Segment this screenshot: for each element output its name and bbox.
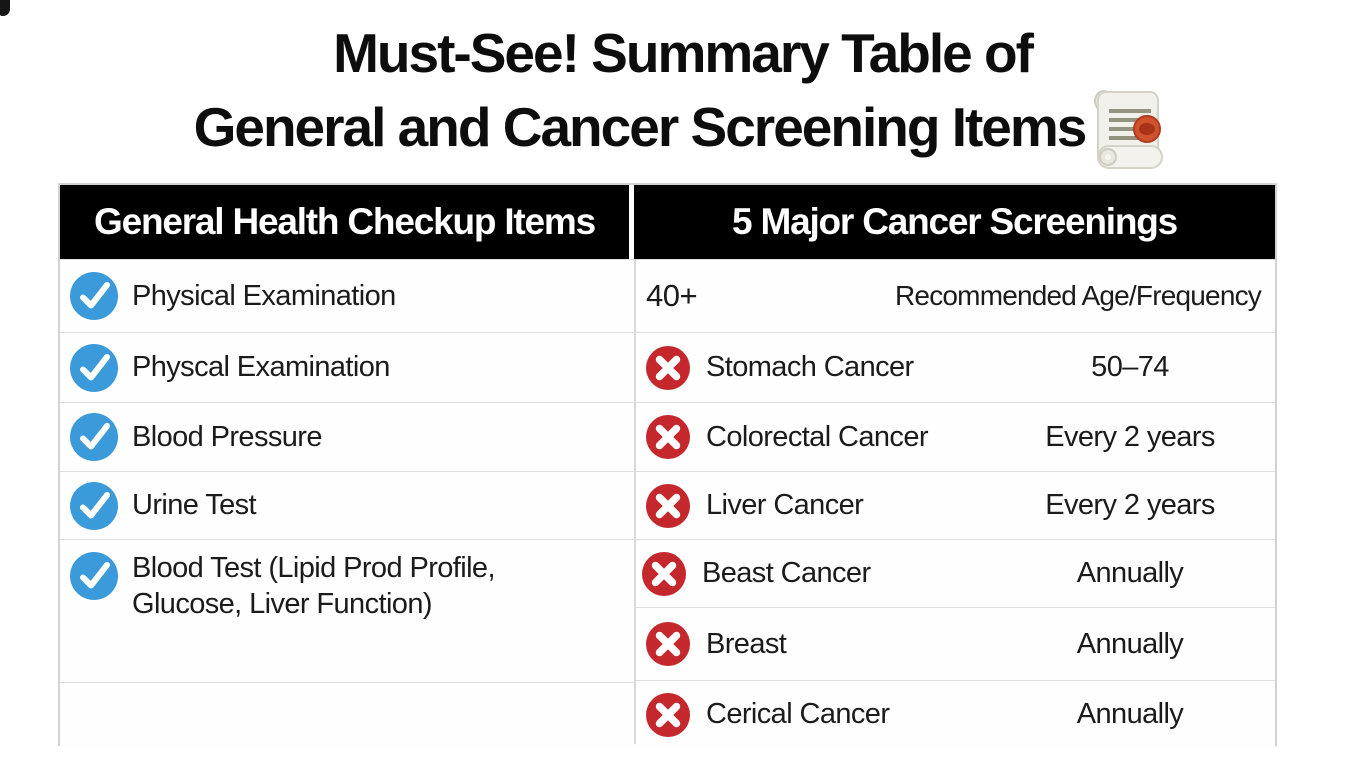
cross-icon — [646, 345, 690, 390]
table-row-empty — [60, 682, 634, 748]
checkup-item-label: Blood Pressure — [132, 420, 322, 453]
table-row: Physical Examination — [60, 259, 634, 332]
recommended-age-value: 40+ — [646, 278, 698, 313]
checkup-item-label: Physcal Examination — [132, 351, 390, 383]
screening-item-label: Liver Cancer — [706, 489, 864, 521]
scroll-icon — [1094, 90, 1164, 169]
check-icon — [70, 552, 118, 600]
screening-frequency: Annually — [1076, 557, 1184, 589]
cross-icon — [646, 415, 690, 459]
table-row: Blood Pressure — [60, 402, 634, 471]
screening-item-label: Breast — [706, 627, 787, 660]
screening-frequency: Annually — [1076, 627, 1184, 660]
cross-icon — [646, 692, 690, 737]
check-icon — [70, 481, 118, 530]
table-row: Colorectal Cancer Every 2 years — [634, 402, 1275, 471]
screening-summary-table: General Health Checkup Items Physical Ex… — [58, 183, 1277, 748]
screening-item-label: Cerical Cancer — [706, 698, 890, 730]
cross-icon — [646, 622, 690, 666]
screening-item-label: Beast Cancer — [702, 557, 871, 589]
table-row-age: 40+ Recommended Age/Frequency — [634, 259, 1275, 332]
screening-frequency: Annually — [1076, 698, 1184, 730]
table-row: Blood Test (Lipid Prod Profile, Glucose,… — [60, 539, 634, 682]
table-row: Cerical Cancer Annually — [634, 680, 1275, 748]
screening-item-label: Colorectal Cancer — [706, 420, 929, 453]
cross-icon — [642, 551, 686, 596]
cross-icon — [646, 483, 690, 528]
page-title: Must-See! Summary Table of General and C… — [0, 22, 1365, 178]
cancer-screenings-column: 5 Major Cancer Screenings 40+ Recommende… — [634, 185, 1275, 748]
general-checkup-header: General Health Checkup Items — [60, 185, 634, 259]
check-icon — [70, 272, 118, 320]
corner-artifact — [0, 0, 10, 16]
table-row: Liver Cancer Every 2 years — [634, 471, 1275, 539]
checkup-item-label: Physical Examination — [132, 279, 396, 312]
check-icon — [70, 343, 118, 392]
screening-frequency: Every 2 years — [1045, 420, 1215, 453]
table-row: Physcal Examination — [60, 332, 634, 402]
screening-frequency: 50–74 — [1091, 351, 1169, 383]
screening-frequency: Every 2 years — [1045, 489, 1215, 521]
age-frequency-note: Recommended Age/Frequency — [895, 280, 1262, 311]
table-row: Beast Cancer Annually — [634, 539, 1275, 607]
table-row: Urine Test — [60, 471, 634, 539]
table-row: Breast Annually — [634, 607, 1275, 680]
check-icon — [70, 413, 118, 461]
cancer-screenings-header: 5 Major Cancer Screenings — [634, 185, 1275, 259]
checkup-item-label: Blood Test (Lipid Prod Profile, Glucose,… — [132, 552, 496, 620]
page-title-line1: Must-See! Summary Table of — [333, 22, 1034, 84]
general-checkup-column: General Health Checkup Items Physical Ex… — [60, 185, 634, 748]
screening-item-label: Stomach Cancer — [706, 351, 914, 383]
table-row: Stomach Cancer 50–74 — [634, 332, 1275, 402]
column-divider — [634, 259, 636, 744]
checkup-item-label: Urine Test — [132, 489, 257, 521]
page-title-line2: General and Cancer Screening Items — [193, 96, 1088, 158]
